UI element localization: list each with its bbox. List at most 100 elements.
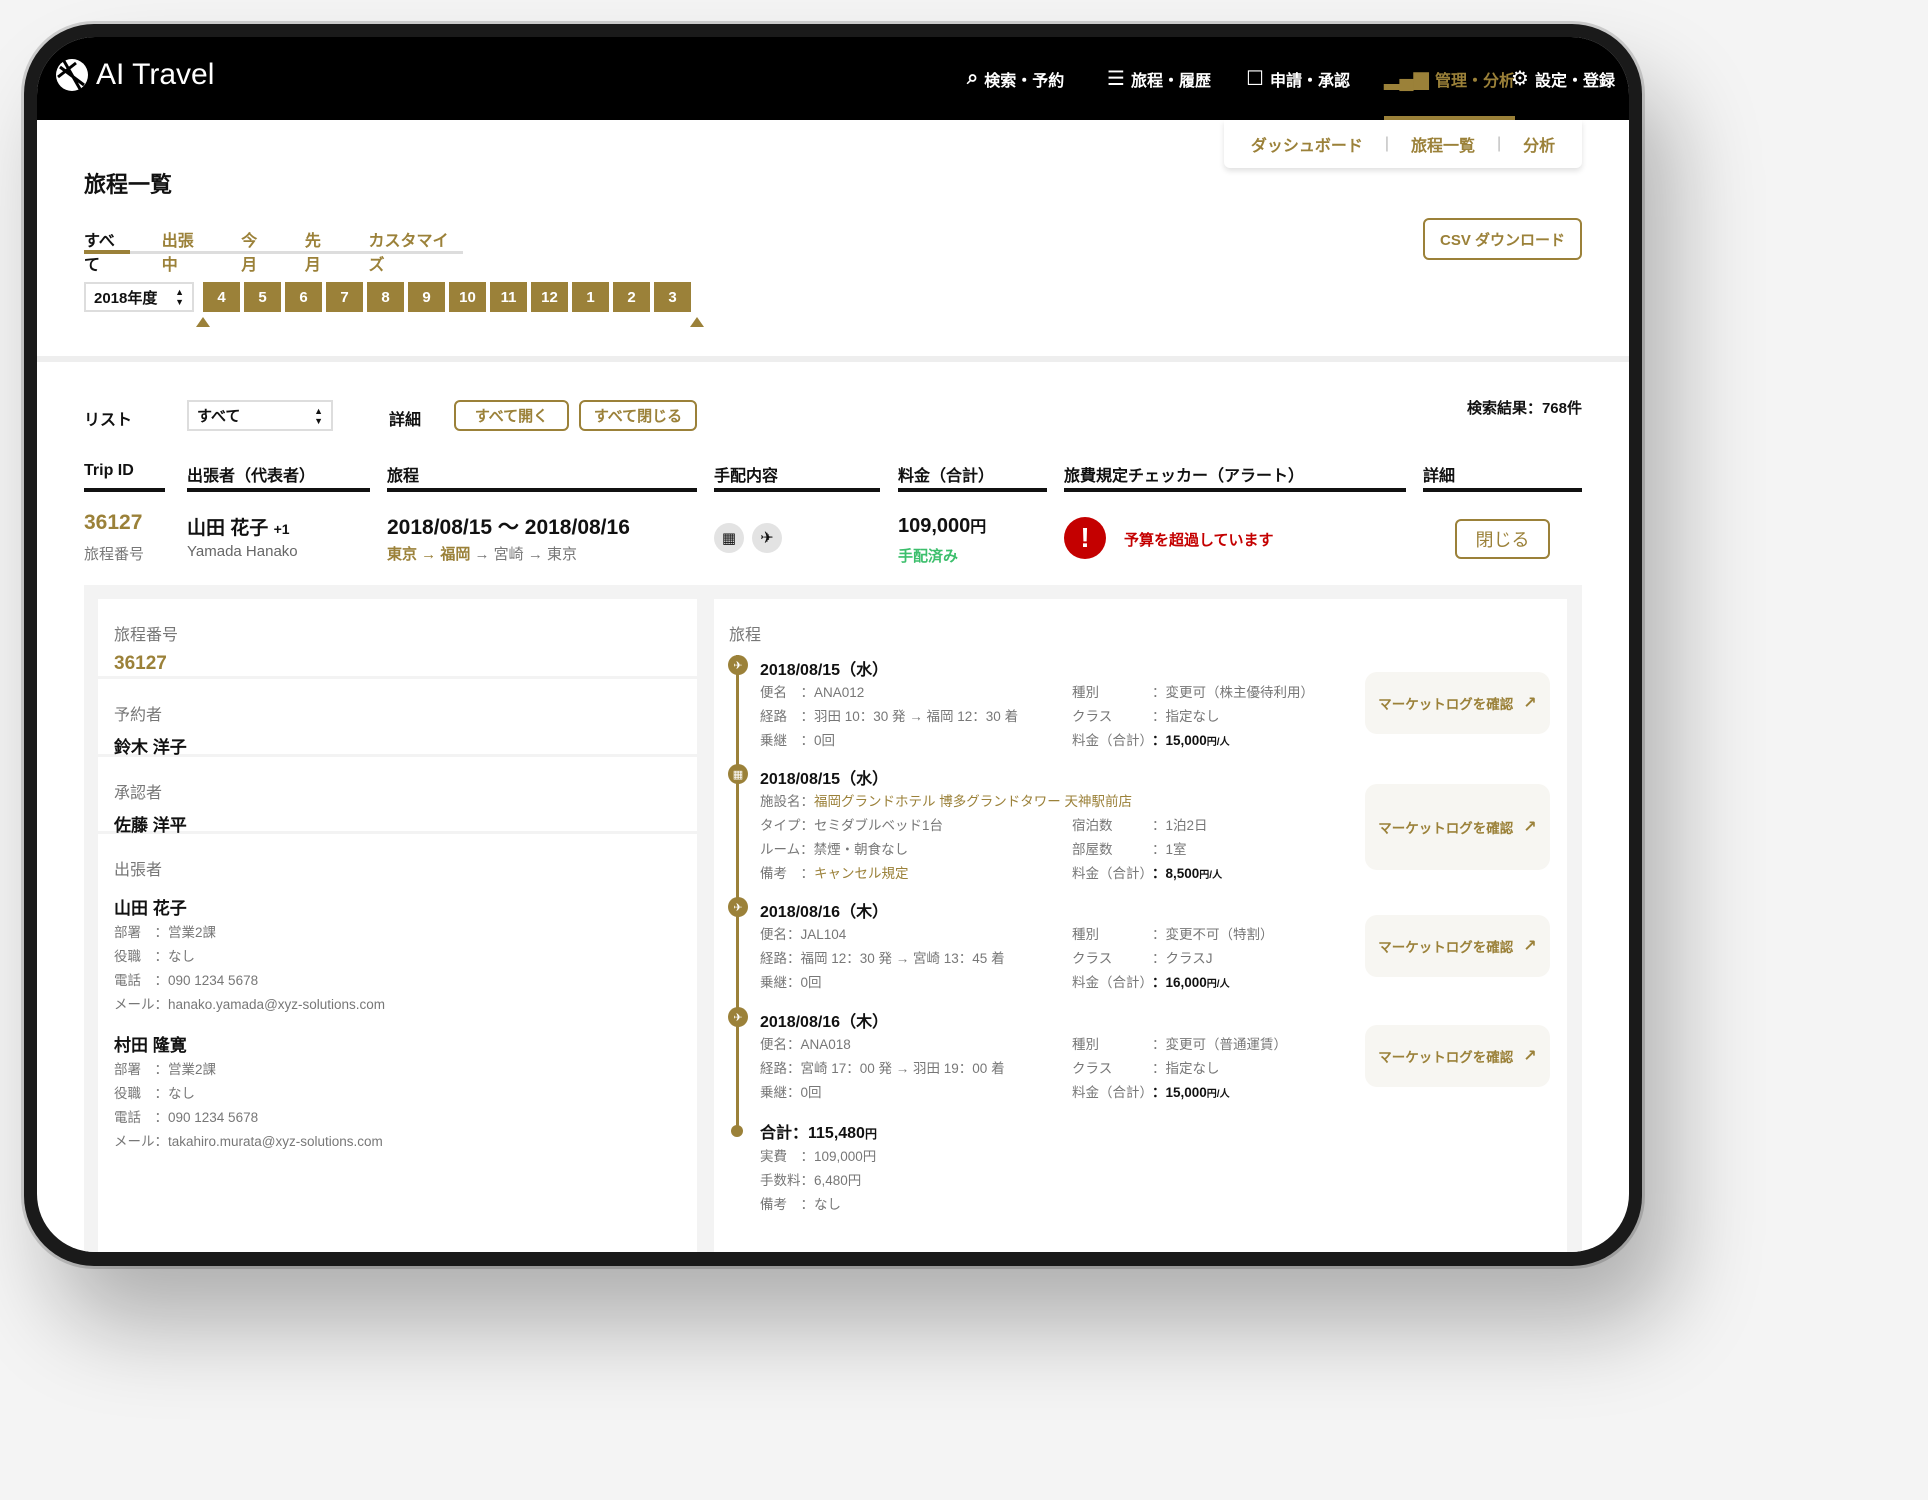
- tab-0[interactable]: すべて: [84, 227, 130, 274]
- segment-attr-label: クラス: [1072, 951, 1113, 966]
- column-header-6: 詳細: [1423, 462, 1582, 492]
- price-unit: 円/人: [1206, 737, 1230, 748]
- market-log-button[interactable]: マーケットログを確認 ↗: [1365, 1025, 1550, 1087]
- list-select[interactable]: すべて ▲ ▼: [187, 400, 333, 431]
- close-detail-button[interactable]: 閉じる: [1455, 519, 1550, 559]
- note-row: 備考 ：キャンセル規定: [760, 862, 909, 886]
- submenu-item-2[interactable]: 分析: [1523, 138, 1556, 155]
- traveler-extra-count: +1: [273, 521, 290, 537]
- month-8[interactable]: 8: [367, 282, 404, 312]
- external-link-icon: ↗: [1523, 1048, 1537, 1065]
- segment-info-row: ルーム：禁煙・朝食なし: [760, 842, 909, 857]
- segment-attr-label: 種別: [1072, 927, 1099, 942]
- submenu-item-0[interactable]: ダッシュボード: [1250, 138, 1363, 155]
- nav-item-2[interactable]: ☐ 申請・承認: [1246, 37, 1350, 120]
- market-log-button[interactable]: マーケットログを確認 ↗: [1365, 784, 1550, 870]
- nav-label: 管理・分析: [1434, 72, 1515, 90]
- month-5[interactable]: 5: [244, 282, 281, 312]
- nav-item-1[interactable]: ☰ 旅程・履歴: [1107, 37, 1211, 120]
- traveler-info-row: 電話 ：090 1234 5678: [114, 1110, 259, 1125]
- approver-section-value: 佐藤 洋平: [114, 816, 187, 835]
- approver-section: 承認者 佐藤 洋平: [98, 757, 697, 835]
- month-range: 4 5 6 7 8 9 10 11 12 1 2 3: [203, 282, 691, 312]
- open-all-button[interactable]: すべて開く: [454, 400, 569, 431]
- tab-1[interactable]: 出張中: [161, 233, 194, 274]
- segment-info-row: 乗継 ：0回: [760, 733, 836, 748]
- traveler-name-en: Yamada Hanako: [187, 543, 298, 560]
- page-title: 旅程一覧: [84, 172, 173, 197]
- timeline-line: [736, 655, 739, 1131]
- trip-id[interactable]: 36127: [84, 511, 143, 534]
- column-header-1: 出張者（代表者）: [187, 462, 370, 492]
- segment-attr-label: 種別: [1072, 1037, 1099, 1052]
- month-12[interactable]: 12: [531, 282, 568, 312]
- segment-attr-value: ：クラスJ: [1152, 951, 1213, 966]
- nav-item-3[interactable]: ▂▄▆ 管理・分析: [1384, 37, 1515, 120]
- price-unit: 円/人: [1206, 979, 1230, 990]
- range-start-handle[interactable]: [196, 317, 210, 327]
- external-link-icon: ↗: [1523, 819, 1537, 836]
- segment-info-row: 便名：JAL104: [760, 927, 847, 942]
- tab-4[interactable]: カスタマイズ: [368, 233, 449, 274]
- market-log-button[interactable]: マーケットログを確認 ↗: [1365, 672, 1550, 734]
- csv-download-button[interactable]: CSV ダウンロード: [1423, 218, 1582, 260]
- segment-date: 2018/08/15（水）: [760, 662, 889, 679]
- note-label: 備考 ：: [760, 866, 814, 881]
- segment-attr-value: ：1室: [1152, 842, 1187, 857]
- nav-item-0[interactable]: ⌕ 検索・予約: [967, 37, 1064, 120]
- nav-label: 検索・予約: [984, 72, 1065, 90]
- range-end-handle[interactable]: [690, 317, 704, 327]
- trip-number-section-label: 旅程番号: [114, 627, 179, 644]
- segment-attr-value: ：変更可（普通運賃）: [1152, 1037, 1287, 1052]
- month-11[interactable]: 11: [490, 282, 527, 312]
- logo[interactable]: AI Travel: [54, 57, 214, 93]
- airplane-icon: ✈: [752, 523, 782, 553]
- trip-detail-panel: 旅程番号 36127 予約者 鈴木 洋子 承認者 佐藤 洋平 出張者 山田 花子 部署 ：営業2…: [84, 585, 1582, 1252]
- approver-section-label: 承認者: [114, 785, 163, 802]
- month-9[interactable]: 9: [408, 282, 445, 312]
- section-divider: [37, 356, 1629, 362]
- month-10[interactable]: 10: [449, 282, 486, 312]
- month-1[interactable]: 1: [572, 282, 609, 312]
- top-nav-bar: AI Travel ⌕ 検索・予約 ☰ 旅程・履歴 ☐ 申請・承認 ▂▄▆ 管理・分析 ⚙ 設定・…: [37, 37, 1629, 120]
- fiscal-year-select[interactable]: 2018年度 ▲ ▼: [84, 282, 194, 312]
- price-unit: 円/人: [1206, 1089, 1230, 1100]
- month-3[interactable]: 3: [654, 282, 691, 312]
- nav-item-4[interactable]: ⚙ 設定・登録: [1511, 37, 1615, 120]
- submenu-item-1[interactable]: 旅程一覧: [1410, 138, 1475, 155]
- trip-info-card: 旅程番号 36127 予約者 鈴木 洋子 承認者 佐藤 洋平 出張者 山田 花子 部署 ：営業2…: [98, 599, 697, 1252]
- month-2[interactable]: 2: [613, 282, 650, 312]
- hotel-timeline-icon: ▦: [728, 764, 748, 784]
- select-arrows-icon: ▲ ▼: [175, 287, 184, 307]
- traveler-info-row: メール：hanako.yamada@xyz-solutions.com: [114, 997, 386, 1012]
- cancel-policy-link[interactable]: キャンセル規定: [814, 866, 909, 881]
- close-all-button[interactable]: すべて閉じる: [579, 400, 697, 431]
- month-7[interactable]: 7: [326, 282, 363, 312]
- column-header-3: 手配内容: [714, 462, 880, 492]
- month-4[interactable]: 4: [203, 282, 240, 312]
- trip-number-section: 旅程番号 36127: [98, 599, 697, 679]
- filter-tabs: すべて 出張中 今月 先月 カスタマイズ: [84, 227, 463, 274]
- month-6[interactable]: 6: [285, 282, 322, 312]
- booker-section-value: 鈴木 洋子: [114, 738, 187, 757]
- market-log-label: マーケットログを確認: [1378, 940, 1514, 955]
- external-link-icon: ↗: [1523, 695, 1537, 712]
- nav-label: 申請・承認: [1269, 72, 1350, 90]
- total-value: 合計：115,480: [760, 1125, 865, 1142]
- list-select-value: すべて: [197, 408, 241, 425]
- list-label: リスト: [84, 412, 133, 429]
- tab-3[interactable]: 先月: [304, 233, 321, 274]
- traveler-info-row: メール：takahiro.murata@xyz-solutions.com: [114, 1134, 383, 1149]
- segment-info-row: 経路：宮崎 17：00 発 → 羽田 19：00 着: [760, 1061, 1005, 1076]
- segment-attr-label: 部屋数: [1072, 842, 1113, 857]
- price-colon: ：: [1152, 733, 1166, 748]
- traveler-entry: 山田 花子 部署 ：営業2課 役職 ：なし 電話 ：090 1234 5678 メール：…: [114, 894, 681, 1017]
- market-log-button[interactable]: マーケットログを確認 ↗: [1365, 915, 1550, 977]
- search-icon: ⌕: [967, 67, 979, 89]
- tab-2[interactable]: 今月: [241, 233, 258, 274]
- traveler-name: 山田 花子: [187, 518, 269, 539]
- trip-number-section-value: 36127: [114, 653, 167, 674]
- segment-info-row: タイプ：セミダブルベッド1台: [760, 818, 944, 833]
- facility-link[interactable]: 福岡グランドホテル 博多グランドタワー 天神駅前店: [814, 794, 1133, 809]
- price-colon: ：: [1152, 1085, 1166, 1100]
